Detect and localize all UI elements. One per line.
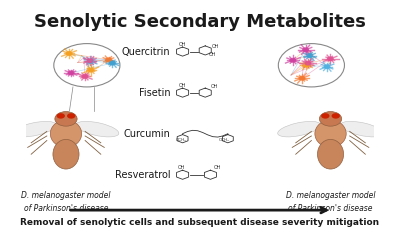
Ellipse shape	[278, 121, 321, 137]
Text: OH: OH	[209, 52, 216, 57]
Text: OCH₃: OCH₃	[219, 137, 230, 142]
Text: D. melanogaster model: D. melanogaster model	[21, 191, 111, 200]
Circle shape	[332, 113, 340, 119]
Circle shape	[307, 54, 312, 57]
Text: OH: OH	[177, 165, 185, 170]
Text: Fisetin: Fisetin	[139, 88, 170, 98]
Circle shape	[321, 113, 330, 119]
Circle shape	[88, 68, 94, 72]
Text: OH: OH	[179, 42, 187, 47]
Text: OH: OH	[179, 83, 187, 88]
Circle shape	[56, 113, 65, 119]
Text: OCH₃: OCH₃	[176, 137, 186, 142]
Circle shape	[82, 75, 88, 78]
Circle shape	[299, 76, 305, 80]
Ellipse shape	[318, 139, 344, 169]
Circle shape	[54, 44, 120, 87]
Circle shape	[87, 59, 93, 63]
Text: Quercitrin: Quercitrin	[122, 47, 170, 57]
Text: of Parkinson's disease: of Parkinson's disease	[288, 204, 373, 213]
Text: Curcumin: Curcumin	[124, 129, 170, 139]
Text: OH: OH	[210, 84, 218, 89]
Circle shape	[278, 44, 344, 87]
Circle shape	[66, 52, 72, 55]
Ellipse shape	[76, 121, 119, 137]
Circle shape	[303, 48, 308, 52]
Ellipse shape	[53, 139, 79, 169]
Text: OH: OH	[214, 165, 222, 170]
Text: Senolytic Secondary Metabolites: Senolytic Secondary Metabolites	[34, 13, 366, 31]
Ellipse shape	[50, 120, 82, 147]
Circle shape	[304, 64, 309, 67]
Circle shape	[324, 65, 330, 69]
Circle shape	[305, 61, 311, 65]
Ellipse shape	[315, 120, 346, 147]
Circle shape	[67, 113, 75, 119]
Circle shape	[68, 71, 74, 75]
Circle shape	[88, 60, 94, 63]
Text: OH: OH	[212, 44, 220, 49]
Text: Removal of senolytic cells and subsequent disease severity mitigation: Removal of senolytic cells and subsequen…	[20, 218, 380, 227]
Text: D. melanogaster model: D. melanogaster model	[286, 191, 375, 200]
Circle shape	[290, 58, 296, 62]
Circle shape	[55, 112, 77, 126]
Ellipse shape	[340, 121, 383, 137]
Text: Resveratrol: Resveratrol	[115, 170, 170, 180]
Circle shape	[106, 58, 112, 62]
Circle shape	[319, 112, 342, 126]
Circle shape	[110, 61, 115, 65]
Text: of Parkinson's disease: of Parkinson's disease	[24, 204, 108, 213]
Circle shape	[328, 57, 333, 61]
Ellipse shape	[13, 121, 56, 137]
